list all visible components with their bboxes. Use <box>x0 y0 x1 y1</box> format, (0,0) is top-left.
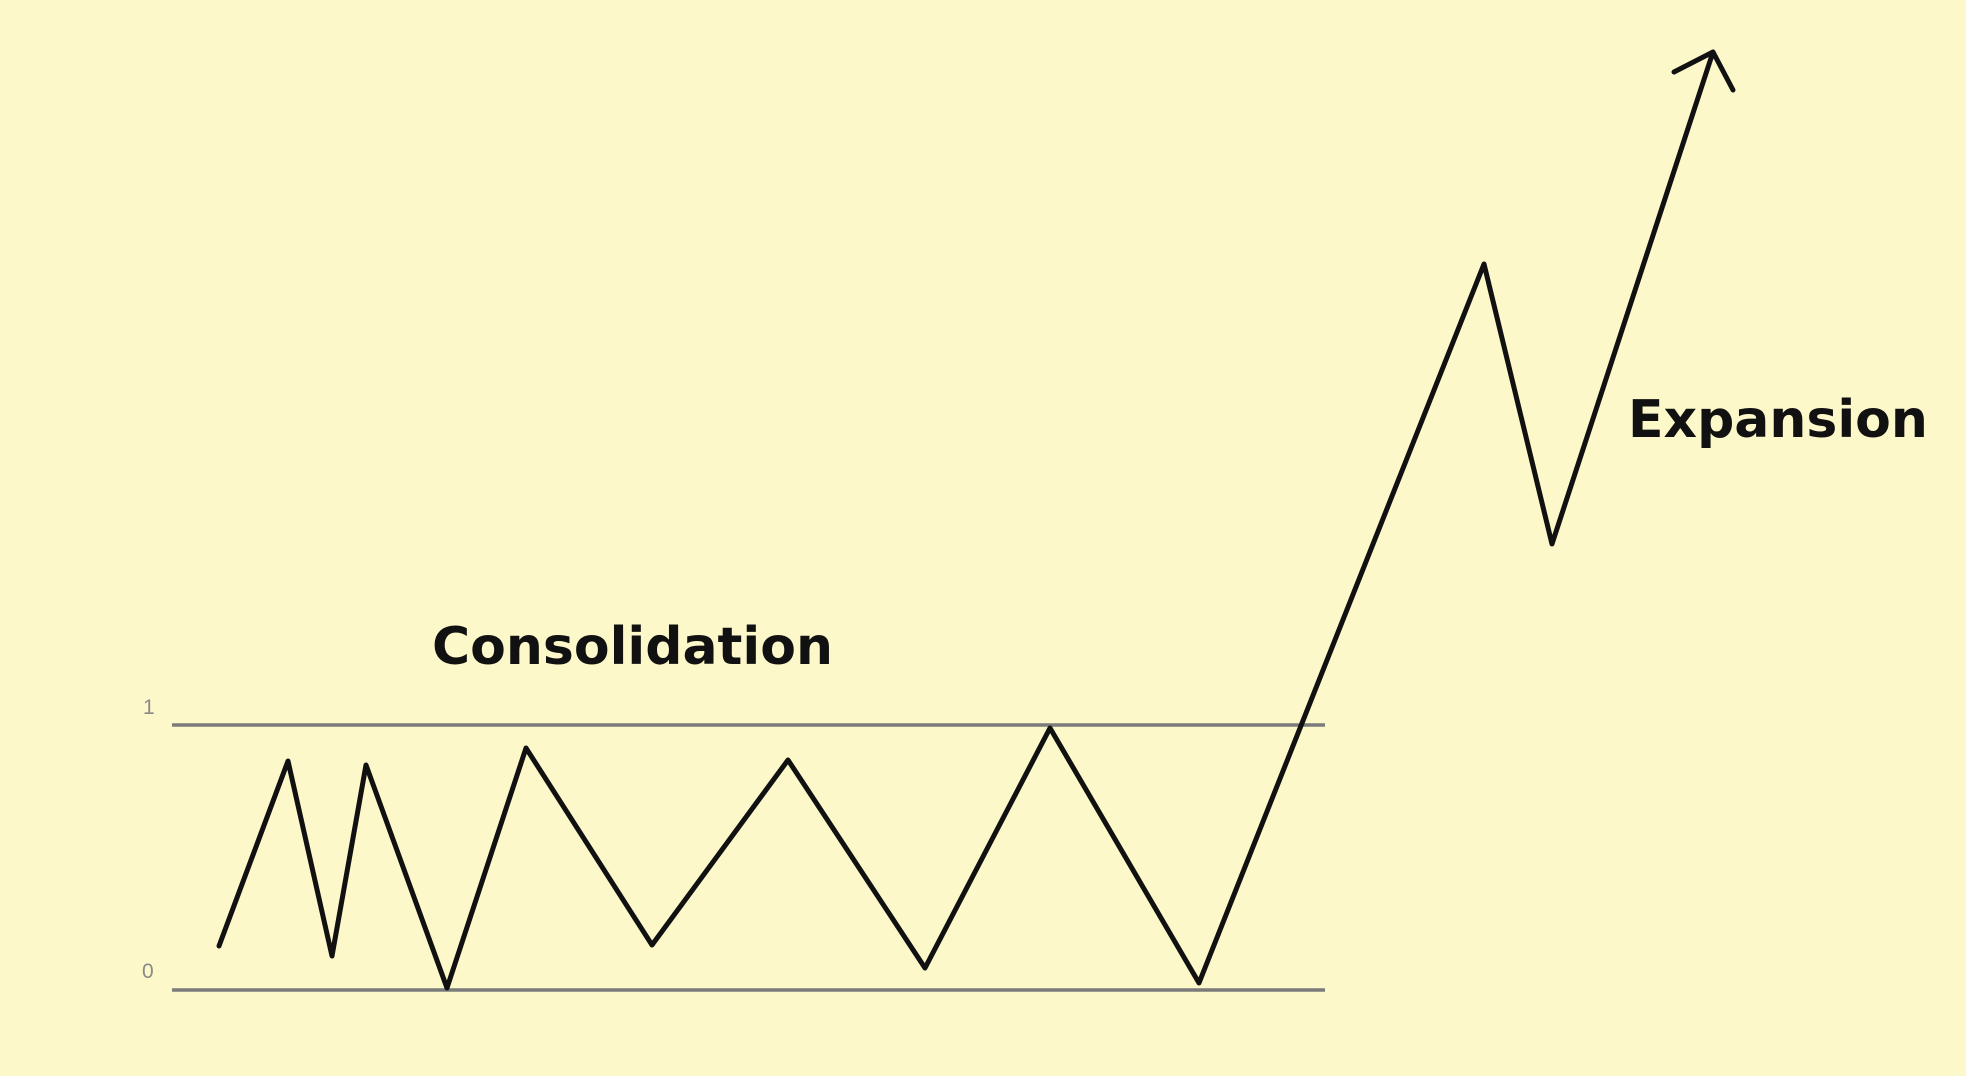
consolidation-label: Consolidation <box>432 617 833 677</box>
arrow-head-icon <box>1671 49 1736 93</box>
price-path <box>216 49 1716 991</box>
range-bottom-label: 0 <box>142 960 154 983</box>
expansion-label: Expansion <box>1628 390 1928 450</box>
range-top-label: 1 <box>143 696 155 719</box>
